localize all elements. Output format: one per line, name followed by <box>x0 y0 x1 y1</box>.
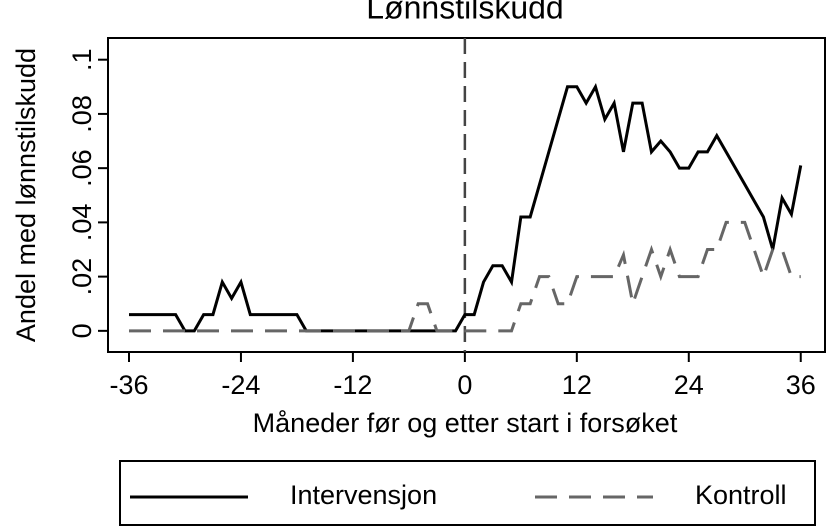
x-tick-label: -36 <box>109 370 148 400</box>
x-tick-label: -12 <box>333 370 372 400</box>
plot-frame <box>107 37 826 353</box>
chart-title: Lønnstilskudd <box>366 0 563 25</box>
legend-label: Intervensjon <box>290 480 437 510</box>
y-tick-label: .08 <box>67 95 97 133</box>
legend-label: Kontroll <box>695 480 787 510</box>
x-tick-label: 24 <box>674 370 704 400</box>
series-line <box>128 220 801 333</box>
y-tick-label: .02 <box>67 258 97 296</box>
y-tick-label: .04 <box>67 204 97 242</box>
y-tick-label: .06 <box>67 149 97 187</box>
legend-box <box>119 460 816 526</box>
x-tick-label: 12 <box>562 370 592 400</box>
y-tick-label: .1 <box>67 48 97 71</box>
x-axis-label: Måneder før og etter start i forsøket <box>253 408 678 438</box>
y-axis-label: Andel med lønnstilskudd <box>11 48 41 342</box>
series-line <box>128 82 803 333</box>
x-tick-label: 36 <box>786 370 816 400</box>
x-tick-label: -24 <box>221 370 260 400</box>
y-tick-label: 0 <box>67 323 97 338</box>
x-tick-label: 0 <box>457 370 472 400</box>
